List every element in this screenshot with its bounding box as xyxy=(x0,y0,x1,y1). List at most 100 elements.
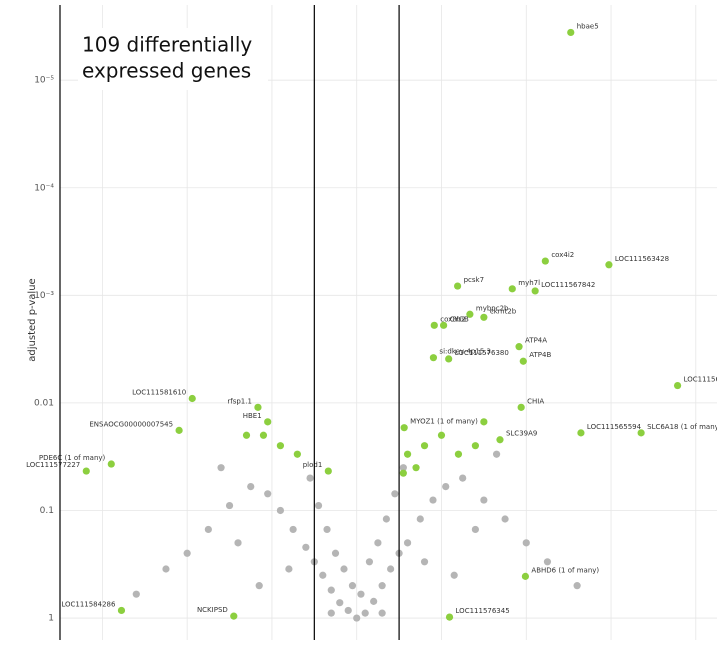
gene-label: LOC111563428 xyxy=(615,255,669,263)
y-tick-label: 10⁻⁵ xyxy=(34,76,54,86)
annotation-box xyxy=(78,28,268,90)
gene-label: CYGB xyxy=(450,315,469,323)
gene-point xyxy=(567,28,575,37)
gene-point xyxy=(357,590,365,598)
gene-point xyxy=(188,394,196,403)
gene-point xyxy=(242,431,251,439)
gene-point xyxy=(378,609,386,617)
gene-point xyxy=(521,572,530,580)
gene-point xyxy=(450,571,458,579)
annotation-text: expressed genes xyxy=(82,59,251,83)
gene-point xyxy=(331,549,340,557)
gene-point xyxy=(204,525,212,534)
gene-point xyxy=(327,586,335,594)
gene-point xyxy=(403,539,412,547)
gene-point xyxy=(336,599,344,607)
gene-point xyxy=(264,490,272,498)
gene-point xyxy=(517,403,525,411)
gene-point xyxy=(314,501,323,510)
gene-label: mybpc2b xyxy=(476,304,509,312)
gene-point xyxy=(429,354,438,362)
gene-point xyxy=(605,261,613,269)
gene-point xyxy=(466,310,474,318)
gene-point xyxy=(340,565,348,573)
gene-label: LOC111577227 xyxy=(26,461,80,469)
gene-label: HBE1 xyxy=(243,412,262,420)
y-axis-label: adjusted p-value xyxy=(27,278,38,361)
gene-point xyxy=(492,450,501,458)
gene-label: LOC111584286 xyxy=(61,600,116,608)
gene-point xyxy=(454,450,463,458)
gene-point xyxy=(522,539,530,547)
gene-label: plod1 xyxy=(303,461,323,469)
gene-point xyxy=(255,582,263,590)
gene-point xyxy=(416,515,424,523)
gene-point xyxy=(378,582,386,590)
gene-point xyxy=(543,558,552,566)
gene-point xyxy=(399,469,407,477)
gene-point xyxy=(531,287,539,295)
gene-point xyxy=(175,426,183,434)
gene-label: hbae5 xyxy=(577,22,599,30)
gene-point xyxy=(302,543,310,551)
gene-point xyxy=(387,565,395,573)
gene-label: cox4i2 xyxy=(551,251,574,259)
plot-background xyxy=(60,5,717,640)
gene-point xyxy=(293,450,301,458)
gene-point xyxy=(480,313,488,321)
gene-point xyxy=(445,355,453,363)
gene-label: cox8b2 xyxy=(440,315,465,323)
gene-label: ATP4A xyxy=(525,337,547,345)
gene-point xyxy=(276,442,285,450)
gene-point xyxy=(132,590,140,598)
gene-point xyxy=(259,431,268,439)
gene-label: LOC111563617 xyxy=(684,376,717,384)
gene-point xyxy=(247,483,255,491)
gene-point xyxy=(254,403,262,411)
annotation-text: 109 differentially xyxy=(82,33,252,57)
gene-label: PDE6C (1 of many) xyxy=(39,454,106,462)
gene-point xyxy=(327,609,335,617)
gene-point xyxy=(391,490,399,498)
gene-point xyxy=(319,571,327,579)
gene-point xyxy=(453,282,462,290)
gene-point xyxy=(234,539,242,547)
gene-label: myh7l xyxy=(518,279,540,287)
gene-point xyxy=(344,606,352,615)
gene-point xyxy=(420,558,429,566)
gene-point xyxy=(264,418,272,426)
gene-point xyxy=(519,357,527,365)
gene-point xyxy=(459,474,467,482)
gene-label: ABHD6 (1 of many) xyxy=(531,566,599,574)
gene-label: LOC111567842 xyxy=(541,281,595,289)
gene-point xyxy=(471,525,479,534)
gene-point xyxy=(365,558,374,566)
gene-point xyxy=(324,467,332,475)
gene-point xyxy=(162,565,170,573)
gene-point xyxy=(480,418,488,426)
gene-label: NCKIPSD xyxy=(197,606,228,614)
gene-label: LOC111576345 xyxy=(456,607,510,615)
gene-label: MYOZ1 (1 of many) xyxy=(410,418,478,426)
gene-point xyxy=(348,582,357,590)
gene-label: ATP4B xyxy=(529,351,551,359)
gene-point xyxy=(276,506,285,515)
gene-label: rfsp1.1 xyxy=(227,397,252,405)
gene-label: si:dkey-4p15.3 xyxy=(439,348,491,356)
gene-point xyxy=(230,612,238,620)
gene-point xyxy=(673,381,682,390)
gene-point xyxy=(323,525,331,534)
gene-point xyxy=(442,483,450,491)
gene-point xyxy=(82,467,90,475)
gene-label: SLC6A18 (1 of many) xyxy=(647,423,717,431)
gene-point xyxy=(577,429,585,437)
gene-label: ENSAOCG00000007545 xyxy=(89,420,173,428)
gene-point xyxy=(382,515,390,523)
gene-point xyxy=(508,285,516,293)
gene-point xyxy=(573,582,581,590)
gene-point xyxy=(440,321,448,329)
gene-point xyxy=(403,450,412,458)
gene-point xyxy=(361,609,369,617)
gene-point xyxy=(225,501,234,510)
